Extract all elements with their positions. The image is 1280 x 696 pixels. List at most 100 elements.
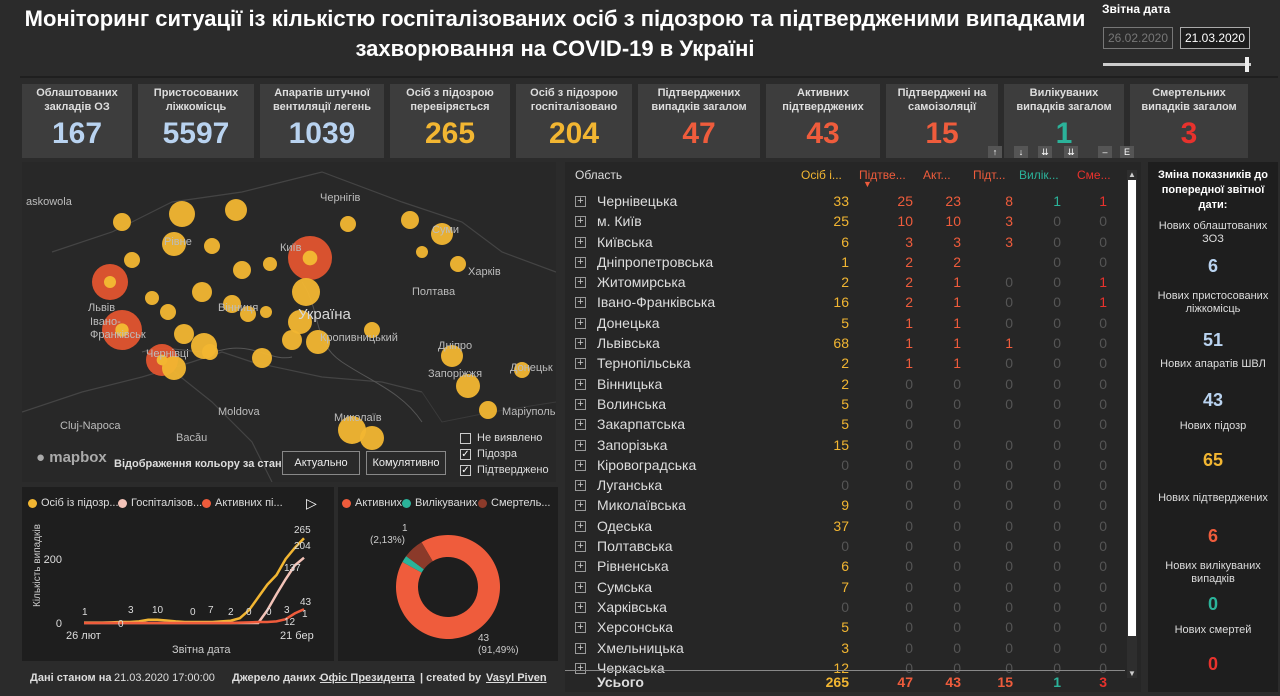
expand-row-icon[interactable]: + [575,601,586,613]
checkbox-not-detected[interactable] [460,432,471,444]
table-row[interactable]: + Тернопільська 2 1 1 0 0 0 [565,354,1125,374]
expand-row-icon[interactable]: + [575,277,586,289]
map-bubble[interactable] [223,295,241,313]
expand-row-icon[interactable]: + [575,297,586,309]
map-bubble[interactable] [340,216,356,232]
legend-suspected[interactable]: ✓ Підозра [460,448,518,460]
date-from-field[interactable]: 26.02.2020 [1103,27,1173,49]
table-row[interactable]: + Івано-Франківська 16 2 1 0 0 1 [565,293,1125,313]
column-header-recovered[interactable]: Вилік... [1019,168,1059,182]
map-bubble[interactable] [124,252,140,268]
expand-row-icon[interactable]: + [575,500,586,512]
source-link[interactable]: Офіс Президента [320,672,415,684]
map-bubble[interactable] [306,330,330,354]
map-bubble[interactable] [456,374,480,398]
play-icon[interactable]: ▷ [306,495,317,511]
sort-desc-icon[interactable]: ▼ [863,179,872,189]
map-bubble[interactable] [514,362,530,378]
map-bubble[interactable] [263,257,277,271]
map-bubble[interactable] [416,246,428,258]
map-bubble[interactable] [338,416,366,444]
table-row[interactable]: + Харківська 0 0 0 0 0 0 [565,598,1125,618]
map-bubble[interactable] [441,345,463,367]
map-bubble[interactable] [233,261,251,279]
map-bubble[interactable] [204,238,220,254]
column-header-deaths[interactable]: Сме... [1077,168,1111,182]
series-line[interactable] [84,608,305,625]
expand-row-icon[interactable]: + [575,541,586,553]
expand-row-icon[interactable]: + [575,439,586,451]
table-row[interactable]: + Житомирська 2 2 1 0 0 1 [565,273,1125,293]
more-options-icon[interactable]: E [1120,146,1134,158]
map-bubble[interactable] [401,211,419,229]
legend-not-detected[interactable]: Не виявлено [460,430,549,446]
table-row[interactable]: + Рівненська 6 0 0 0 0 0 [565,557,1125,577]
expand-row-icon[interactable]: + [575,581,586,593]
map-bubble[interactable] [162,356,186,380]
expand-row-icon[interactable]: + [575,520,586,532]
table-row[interactable]: + Черкаська 12 0 0 0 0 0 [565,659,1125,679]
expand-next-level-icon[interactable]: ⇊ [1038,146,1052,158]
table-scrollbar[interactable]: ▲ ▼ [1127,170,1137,678]
map-bubble[interactable] [145,291,159,305]
regions-table[interactable]: Область Осіб і... Підтве... ▼ Акт... Під… [565,162,1141,692]
expand-row-icon[interactable]: + [575,256,586,268]
checkbox-suspected[interactable]: ✓ [460,448,471,460]
legend-active[interactable]: Активних [342,497,402,509]
expand-row-icon[interactable]: + [575,459,586,471]
scrollbar-thumb[interactable] [1128,180,1136,636]
date-slider-handle[interactable] [1245,57,1249,72]
donut-slice[interactable] [396,535,500,639]
map-bubble[interactable] [162,232,186,256]
pin-icon[interactable]: ↑ [988,146,1002,158]
table-row[interactable]: + Хмельницька 3 0 0 0 0 0 [565,639,1125,659]
report-date-slicer[interactable]: Звітна дата 26.02.2020 21.03.2020 [1100,2,1278,74]
expand-row-icon[interactable]: + [575,317,586,329]
table-row[interactable]: + Херсонська 5 0 0 0 0 0 [565,618,1125,638]
filter-icon[interactable]: – [1098,146,1112,158]
column-header-active[interactable]: Акт... [923,168,951,182]
table-row[interactable]: + Київська 6 3 3 3 0 0 [565,233,1125,253]
legend-deaths[interactable]: Смертель... [478,497,551,509]
table-row[interactable]: + Донецька 5 1 1 0 0 0 [565,314,1125,334]
author-link[interactable]: Vasyl Piven [486,672,547,684]
table-row[interactable]: + Львівська 68 1 1 1 0 0 [565,334,1125,354]
ukraine-map[interactable]: askowola Чернігів Суми Рівне Київ Харків… [22,162,556,482]
map-bubble[interactable] [260,306,272,318]
map-bubble[interactable] [364,322,380,338]
legend-hospitalized-series[interactable]: Госпіталізов... [118,497,202,509]
map-bubble[interactable] [292,278,320,306]
donut-slice[interactable] [402,556,424,573]
current-button[interactable]: Актуально [282,451,360,475]
column-header-region[interactable]: Область [575,168,623,182]
table-row[interactable]: + Миколаївська 9 0 0 0 0 0 [565,496,1125,516]
scroll-up-icon[interactable]: ▲ [1128,170,1136,179]
column-header-selfiso[interactable]: Підт... [973,168,1006,182]
table-row[interactable]: + Закарпатська 5 0 0 0 0 [565,415,1125,435]
scroll-down-icon[interactable]: ▼ [1128,669,1136,678]
map-bubble[interactable] [479,401,497,419]
table-row[interactable]: + Одеська 37 0 0 0 0 0 [565,517,1125,537]
map-bubble[interactable] [192,282,212,302]
legend-confirmed[interactable]: ✓ Підтверджено [460,464,549,476]
legend-suspected-series[interactable]: Осіб із підозр... [28,497,119,509]
expand-row-icon[interactable]: + [575,561,586,573]
expand-row-icon[interactable]: + [575,398,586,410]
expand-row-icon[interactable]: + [575,358,586,370]
date-to-field[interactable]: 21.03.2020 [1180,27,1250,49]
map-bubble[interactable] [202,344,218,360]
table-row[interactable]: + Волинська 5 0 0 0 0 0 [565,395,1125,415]
table-row[interactable]: + Запорізька 15 0 0 0 0 0 [565,436,1125,456]
map-bubble[interactable] [240,306,256,322]
expand-row-icon[interactable]: + [575,419,586,431]
map-bubble[interactable] [252,348,272,368]
map-bubble[interactable] [431,223,453,245]
legend-active-series[interactable]: Активних пі... [202,497,283,509]
table-row[interactable]: + Сумська 7 0 0 0 0 0 [565,578,1125,598]
map-canvas[interactable] [22,162,556,482]
table-row[interactable]: + Вінницька 2 0 0 0 0 0 [565,375,1125,395]
table-row[interactable]: + Кіровоградська 0 0 0 0 0 0 [565,456,1125,476]
map-bubble[interactable] [360,426,384,450]
column-header-confirmed[interactable]: Підтве... [859,168,906,182]
expand-row-icon[interactable]: + [575,622,586,634]
